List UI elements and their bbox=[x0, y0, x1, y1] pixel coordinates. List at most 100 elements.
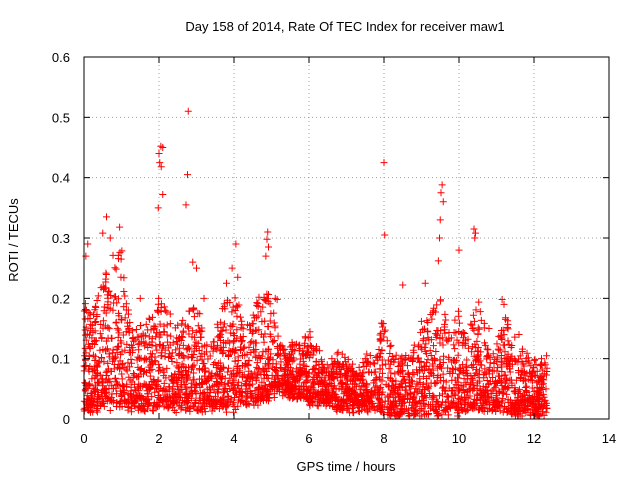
data-point bbox=[157, 142, 165, 150]
data-point bbox=[188, 363, 196, 371]
data-point bbox=[455, 399, 463, 407]
x-axis-label: GPS time / hours bbox=[297, 459, 396, 474]
data-point bbox=[106, 305, 114, 313]
x-tick-label: 10 bbox=[452, 431, 466, 446]
data-point bbox=[380, 159, 388, 167]
data-point bbox=[344, 367, 352, 375]
data-point bbox=[436, 296, 444, 304]
data-point bbox=[459, 383, 467, 391]
data-point bbox=[362, 380, 370, 388]
data-point bbox=[181, 366, 189, 374]
data-point bbox=[107, 292, 115, 300]
data-point bbox=[260, 338, 268, 346]
data-point bbox=[106, 234, 114, 242]
data-point bbox=[299, 383, 307, 391]
data-point bbox=[378, 346, 386, 354]
data-point bbox=[318, 369, 326, 377]
data-point bbox=[482, 370, 490, 378]
data-point bbox=[231, 294, 239, 302]
data-point bbox=[403, 362, 411, 370]
data-point bbox=[513, 397, 521, 405]
data-point bbox=[232, 302, 240, 310]
data-point bbox=[434, 327, 442, 335]
data-point bbox=[134, 353, 142, 361]
data-point bbox=[222, 385, 230, 393]
data-point bbox=[438, 384, 446, 392]
data-point bbox=[82, 252, 90, 260]
data-point bbox=[120, 303, 128, 311]
data-point bbox=[119, 386, 127, 394]
data-point bbox=[518, 348, 526, 356]
data-point bbox=[319, 382, 327, 390]
data-point bbox=[104, 298, 112, 306]
data-point bbox=[174, 383, 182, 391]
data-point bbox=[160, 328, 168, 336]
data-point bbox=[145, 363, 153, 371]
data-point bbox=[320, 374, 328, 382]
data-point bbox=[165, 403, 173, 411]
data-point bbox=[163, 364, 171, 372]
data-point bbox=[103, 371, 111, 379]
data-point bbox=[517, 374, 525, 382]
data-point bbox=[217, 365, 225, 373]
data-point bbox=[347, 364, 355, 372]
data-point bbox=[516, 412, 524, 420]
data-point bbox=[154, 300, 162, 308]
data-point bbox=[503, 324, 511, 332]
data-point bbox=[95, 393, 103, 401]
data-point bbox=[134, 373, 142, 381]
data-point bbox=[135, 333, 143, 341]
data-point bbox=[190, 333, 198, 341]
data-point bbox=[201, 342, 209, 350]
data-point bbox=[160, 303, 168, 311]
data-point bbox=[86, 343, 94, 351]
data-point bbox=[126, 319, 134, 327]
data-point bbox=[157, 349, 165, 357]
data-point bbox=[263, 290, 271, 298]
data-point bbox=[298, 351, 306, 359]
data-point bbox=[469, 364, 477, 372]
data-point bbox=[524, 354, 532, 362]
data-point bbox=[189, 258, 197, 266]
data-point bbox=[248, 337, 256, 345]
data-point bbox=[417, 317, 425, 325]
data-point bbox=[469, 398, 477, 406]
data-point bbox=[168, 358, 176, 366]
data-point bbox=[209, 347, 217, 355]
data-point bbox=[156, 159, 164, 167]
data-point bbox=[526, 410, 534, 418]
data-point bbox=[88, 397, 96, 405]
data-point bbox=[196, 310, 204, 318]
data-point bbox=[135, 346, 143, 354]
data-point bbox=[423, 317, 431, 325]
data-point bbox=[84, 240, 92, 248]
data-point bbox=[543, 352, 551, 360]
data-point bbox=[223, 296, 231, 304]
data-point bbox=[118, 370, 126, 378]
data-point bbox=[92, 318, 100, 326]
data-point bbox=[185, 405, 193, 413]
data-point bbox=[388, 382, 396, 390]
data-point bbox=[455, 246, 463, 254]
data-point bbox=[468, 348, 476, 356]
data-point bbox=[99, 400, 107, 408]
data-point bbox=[349, 409, 357, 417]
data-point bbox=[231, 389, 239, 397]
data-point bbox=[416, 397, 424, 405]
data-point bbox=[264, 322, 272, 330]
data-point bbox=[121, 346, 129, 354]
data-point bbox=[391, 408, 399, 416]
data-point bbox=[219, 323, 227, 331]
data-point bbox=[477, 316, 485, 324]
data-point bbox=[91, 302, 99, 310]
data-point bbox=[349, 376, 357, 384]
data-point bbox=[184, 344, 192, 352]
data-point bbox=[494, 379, 502, 387]
data-point bbox=[373, 382, 381, 390]
data-point bbox=[88, 375, 96, 383]
data-point bbox=[499, 395, 507, 403]
data-point bbox=[184, 171, 191, 179]
data-point bbox=[434, 400, 442, 408]
data-point bbox=[235, 378, 243, 386]
data-point bbox=[139, 332, 147, 340]
